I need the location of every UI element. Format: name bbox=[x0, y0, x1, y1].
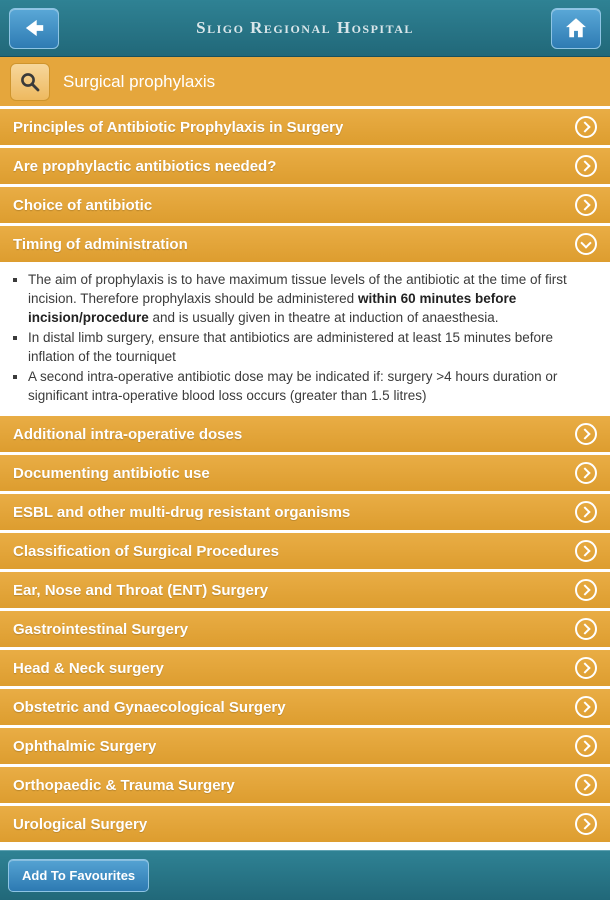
accordion-item-label: Additional intra-operative doses bbox=[13, 425, 243, 443]
accordion-item-label: Obstetric and Gynaecological Surgery bbox=[13, 698, 286, 716]
accordion-item[interactable]: Timing of administration bbox=[0, 226, 610, 262]
accordion-item[interactable]: Ear, Nose and Throat (ENT) Surgery bbox=[0, 572, 610, 608]
chevron-right-icon bbox=[575, 462, 597, 484]
accordion-item-label: Gastrointestinal Surgery bbox=[13, 620, 189, 638]
footer-bar: Add To Favourites bbox=[0, 850, 610, 900]
search-input[interactable] bbox=[61, 70, 600, 93]
accordion-item-label: Classification of Surgical Procedures bbox=[13, 542, 279, 560]
bullet-item: A second intra-operative antibiotic dose… bbox=[28, 367, 602, 405]
accordion-item[interactable]: Documenting antibiotic use bbox=[0, 455, 610, 491]
accordion-panel: The aim of prophylaxis is to have maximu… bbox=[0, 265, 610, 413]
add-to-favourites-button[interactable]: Add To Favourites bbox=[8, 859, 150, 892]
accordion-item[interactable]: Additional intra-operative doses bbox=[0, 416, 610, 452]
back-button[interactable] bbox=[9, 7, 59, 49]
accordion-item-label: Urological Surgery bbox=[13, 815, 148, 833]
accordion-item-label: Ear, Nose and Throat (ENT) Surgery bbox=[13, 581, 269, 599]
chevron-right-icon bbox=[575, 501, 597, 523]
chevron-right-icon bbox=[575, 774, 597, 796]
accordion-item-label: Orthopaedic & Trauma Surgery bbox=[13, 776, 235, 794]
bullet-item: The aim of prophylaxis is to have maximu… bbox=[28, 270, 602, 327]
chevron-right-icon bbox=[575, 579, 597, 601]
accordion-item[interactable]: Ophthalmic Surgery bbox=[0, 728, 610, 764]
accordion-item[interactable]: Classification of Surgical Procedures bbox=[0, 533, 610, 569]
chevron-right-icon bbox=[575, 194, 597, 216]
chevron-right-icon bbox=[575, 618, 597, 640]
chevron-right-icon bbox=[575, 155, 597, 177]
chevron-right-icon bbox=[575, 116, 597, 138]
chevron-right-icon bbox=[575, 813, 597, 835]
chevron-right-icon bbox=[575, 696, 597, 718]
accordion-item-label: Documenting antibiotic use bbox=[13, 464, 210, 482]
chevron-right-icon bbox=[575, 540, 597, 562]
accordion-item[interactable]: Are prophylactic antibiotics needed? bbox=[0, 148, 610, 184]
search-bar bbox=[0, 57, 610, 109]
accordion-item[interactable]: Gastrointestinal Surgery bbox=[0, 611, 610, 647]
home-button[interactable] bbox=[550, 7, 601, 49]
chevron-right-icon bbox=[575, 657, 597, 679]
page-title: Sligo Regional Hospital bbox=[196, 18, 414, 37]
chevron-right-icon bbox=[575, 423, 597, 445]
home-icon bbox=[566, 18, 586, 38]
accordion-list: Principles of Antibiotic Prophylaxis in … bbox=[0, 109, 610, 850]
search-button[interactable] bbox=[10, 62, 50, 101]
accordion-item-label: Ophthalmic Surgery bbox=[13, 737, 157, 755]
accordion-item-label: Timing of administration bbox=[13, 235, 188, 253]
accordion-item[interactable]: Head & Neck surgery bbox=[0, 650, 610, 686]
accordion-item-label: Principles of Antibiotic Prophylaxis in … bbox=[13, 118, 344, 136]
accordion-item-label: Choice of antibiotic bbox=[13, 196, 153, 214]
search-icon bbox=[21, 72, 40, 91]
accordion-item-label: Are prophylactic antibiotics needed? bbox=[13, 157, 277, 175]
bullet-item: In distal limb surgery, ensure that anti… bbox=[28, 328, 602, 366]
accordion-item[interactable]: Principles of Antibiotic Prophylaxis in … bbox=[0, 109, 610, 145]
accordion-item[interactable]: Choice of antibiotic bbox=[0, 187, 610, 223]
back-arrow-icon bbox=[25, 19, 44, 37]
header: Sligo Regional Hospital bbox=[0, 0, 610, 57]
chevron-right-icon bbox=[575, 735, 597, 757]
accordion-item[interactable]: Urological Surgery bbox=[0, 806, 610, 842]
accordion-item[interactable]: ESBL and other multi-drug resistant orga… bbox=[0, 494, 610, 530]
accordion-item[interactable]: Obstetric and Gynaecological Surgery bbox=[0, 689, 610, 725]
accordion-item[interactable]: Orthopaedic & Trauma Surgery bbox=[0, 767, 610, 803]
chevron-down-icon bbox=[575, 233, 597, 255]
accordion-item-label: ESBL and other multi-drug resistant orga… bbox=[13, 503, 351, 521]
accordion-item-label: Head & Neck surgery bbox=[13, 659, 164, 677]
